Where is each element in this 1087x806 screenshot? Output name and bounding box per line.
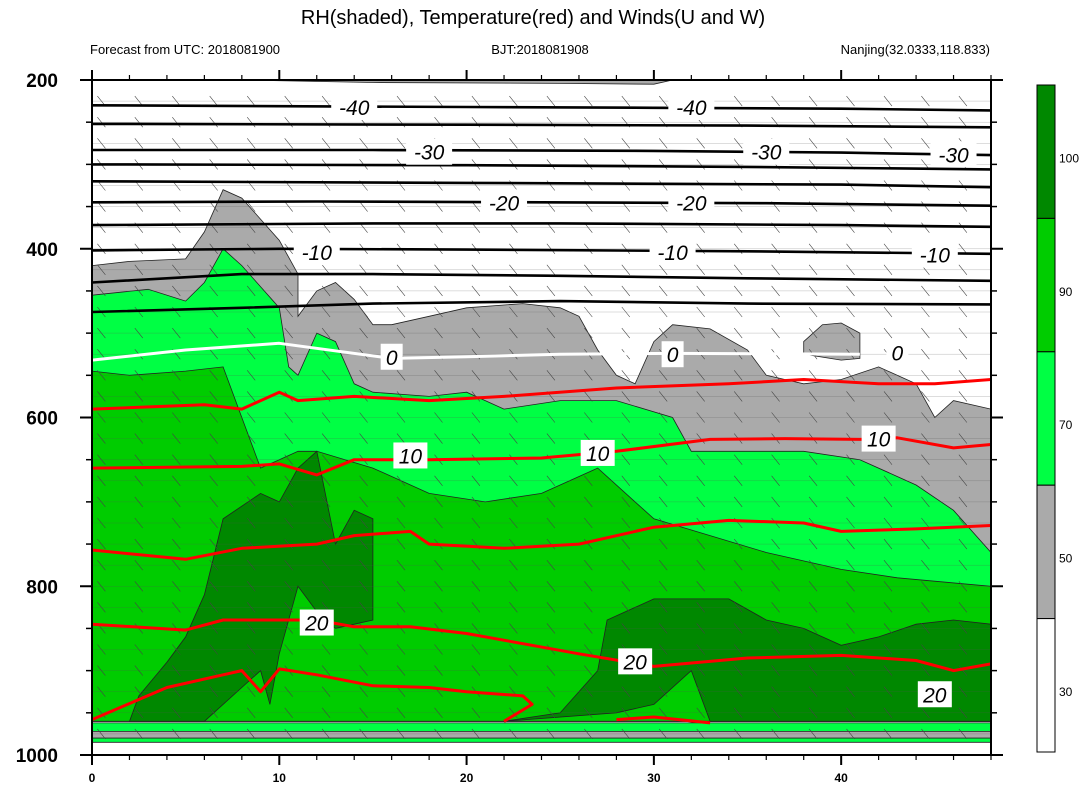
subtitle-bjt: BJT:2018081908 [491, 42, 589, 57]
y-tick-label: 600 [26, 409, 58, 430]
contour-label: 20 [622, 651, 647, 674]
colorbar-swatch [1036, 217, 1056, 353]
contour-label-box [380, 343, 403, 370]
contour-label: -10 [920, 245, 951, 268]
contour-label-box [580, 439, 615, 466]
colorbar-label: 70 [1059, 418, 1073, 432]
y-tick-label: 800 [26, 577, 58, 598]
temperature-contour [92, 180, 991, 189]
subtitle-forecast: Forecast from UTC: 2018081900 [90, 42, 280, 57]
x-tick-label: 40 [834, 771, 848, 785]
contour-label: 0 [386, 347, 398, 370]
contour-label: -10 [302, 242, 333, 265]
temperature-contours [92, 104, 991, 725]
x-tick-label: 30 [647, 771, 661, 785]
rh-region [92, 722, 991, 732]
contour-label-box [917, 681, 952, 708]
contour-label: -30 [751, 142, 782, 165]
y-tick-label: 400 [26, 240, 58, 261]
temperature-contour [92, 104, 991, 112]
rh-region [92, 737, 991, 743]
temperature-contour [92, 222, 991, 229]
chart-title: RH(shaded), Temperature(red) and Winds(U… [301, 7, 765, 29]
x-tick-label: 0 [89, 771, 96, 785]
rh-region [92, 731, 991, 739]
colorbar-swatch [1036, 351, 1056, 486]
contour-label: -40 [676, 97, 707, 120]
temperature-contour [92, 163, 991, 171]
contour-label: -40 [339, 97, 370, 120]
colorbar: 100 90 70 50 30 [1036, 84, 1079, 753]
temperature-contour [92, 667, 534, 723]
contour-label-box [331, 94, 378, 120]
contour-label: 10 [867, 429, 891, 452]
contour-label-box [668, 189, 715, 216]
temperature-contour [92, 200, 991, 207]
contour-label: -30 [938, 144, 969, 167]
subtitle-location: Nanjing(32.0333,118.833) [841, 42, 990, 57]
temperature-contour [92, 122, 991, 129]
rh-region [92, 80, 673, 85]
contour-label-box [861, 425, 896, 452]
colorbar-label: 30 [1059, 685, 1073, 699]
contour-label-box [649, 239, 696, 266]
temperature-contour [92, 518, 991, 561]
colorbar-label: 90 [1059, 285, 1073, 299]
temperature-contour [92, 299, 991, 314]
temperature-contour [92, 618, 991, 673]
contour-labels: -40 -40 -30 -30 -30 -20 -20 -10 -10 -10 0 0 0 10 10 10 2… [293, 94, 977, 708]
contour-label-box [293, 239, 340, 266]
contour-label-box [299, 609, 334, 636]
temperature-contour [92, 341, 860, 362]
contour-label-box [743, 138, 790, 165]
contour-label-box [618, 648, 653, 675]
contour-label-box [930, 141, 977, 168]
contour-label-box [481, 189, 528, 216]
contour-label-box [911, 241, 958, 268]
x-tick-label: 10 [273, 771, 287, 785]
temperature-contour [92, 247, 991, 256]
contour-label-box [661, 341, 684, 368]
contour-label-box [393, 442, 428, 469]
contour-label-box [886, 339, 909, 366]
contour-label: 20 [304, 613, 329, 636]
colorbar-swatch [1036, 618, 1056, 753]
contour-label: -20 [676, 192, 707, 215]
temperature-contour [92, 148, 991, 157]
temperature-contour [92, 378, 991, 411]
colorbar-label: 100 [1059, 151, 1079, 165]
contour-label-box [406, 138, 453, 165]
temperature-contour [616, 715, 711, 725]
colorbar-swatch [1036, 84, 1056, 219]
contour-label: -10 [657, 242, 688, 265]
contour-label: 10 [399, 445, 423, 468]
contour-label: -30 [414, 142, 445, 165]
contour-label-box [668, 94, 715, 120]
x-tick-label: 20 [460, 771, 474, 785]
temperature-contour [92, 272, 991, 284]
y-tick-label: 200 [26, 71, 58, 92]
colorbar-swatch [1036, 484, 1056, 620]
contour-label: -20 [489, 192, 520, 215]
contour-label: 0 [892, 343, 904, 366]
contour-label: 10 [586, 443, 610, 466]
y-tick-label: 1000 [16, 746, 58, 767]
contour-label: 0 [667, 344, 679, 367]
colorbar-label: 50 [1059, 552, 1073, 566]
contour-label: 20 [922, 684, 947, 707]
plot-area [92, 80, 991, 755]
